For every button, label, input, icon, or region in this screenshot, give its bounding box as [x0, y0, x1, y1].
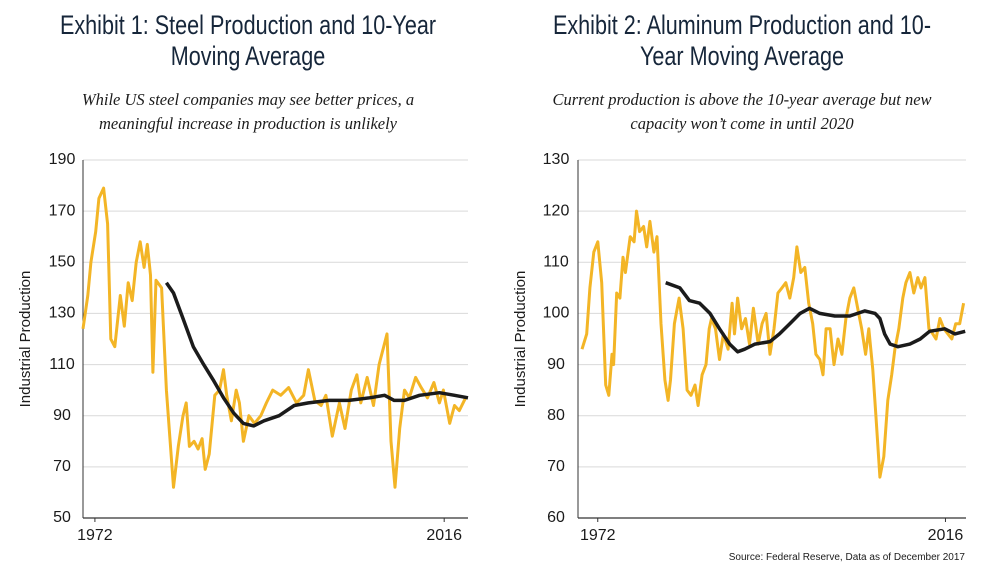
y-tick-label: 50	[53, 509, 71, 526]
y-tick-label: 90	[547, 356, 565, 373]
y-tick-label: 70	[547, 458, 565, 475]
y-tick-label: 170	[49, 202, 76, 219]
chart-subtitle: Current production is above the 10-year …	[552, 90, 931, 109]
y-tick-label: 100	[543, 305, 570, 322]
source-note: Source: Federal Reserve, Data as of Dece…	[729, 552, 966, 563]
x-tick-label: 2016	[928, 527, 964, 544]
y-tick-label: 120	[543, 202, 570, 219]
y-tick-label: 190	[49, 151, 76, 168]
x-tick-label: 2016	[426, 527, 462, 544]
y-tick-label: 110	[543, 254, 569, 271]
y-axis-label: Industrial Production	[512, 271, 529, 408]
y-tick-label: 150	[49, 254, 76, 271]
chart-title: Moving Average	[171, 42, 325, 72]
y-axis-label: Industrial Production	[17, 271, 34, 408]
y-tick-label: 110	[49, 356, 75, 373]
x-tick-label: 1972	[77, 527, 113, 544]
data-line	[580, 209, 966, 479]
data-line	[81, 186, 467, 489]
chart-title: Exhibit 1: Steel Production and 10-Year	[60, 11, 436, 41]
data-line	[665, 281, 966, 354]
y-tick-label: 130	[543, 151, 570, 168]
y-tick-label: 80	[547, 407, 565, 424]
y-tick-label: 60	[547, 509, 565, 526]
data-line	[164, 281, 469, 428]
chart-subtitle: meaningful increase in production is unl…	[99, 114, 398, 133]
y-tick-label: 90	[53, 407, 71, 424]
chart-title: Year Moving Average	[640, 42, 844, 72]
chart-subtitle: While US steel companies may see better …	[82, 90, 414, 109]
y-tick-label: 130	[49, 305, 76, 322]
chart-title: Exhibit 2: Aluminum Production and 10-	[553, 11, 931, 41]
x-tick-label: 1972	[580, 527, 616, 544]
chart-subtitle: capacity won’t come in until 2020	[630, 114, 854, 133]
y-tick-label: 70	[53, 458, 71, 475]
